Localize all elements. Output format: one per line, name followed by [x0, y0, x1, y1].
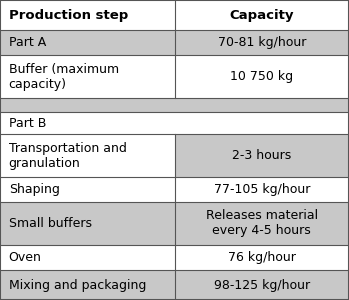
Bar [0, 55, 174, 98]
Text: 10 750 kg: 10 750 kg [230, 70, 293, 83]
Bar [174, 98, 349, 112]
Text: Buffer (maximum
capacity): Buffer (maximum capacity) [9, 63, 119, 91]
Bar [0, 98, 174, 112]
Text: Part B: Part B [9, 117, 46, 130]
Text: 70-81 kg/hour: 70-81 kg/hour [217, 36, 306, 49]
Text: Releases material
every 4-5 hours: Releases material every 4-5 hours [206, 209, 318, 237]
Text: Small buffers: Small buffers [9, 217, 92, 230]
Bar [174, 134, 349, 177]
Bar [174, 245, 349, 270]
Text: Production step: Production step [9, 8, 128, 22]
Text: Shaping: Shaping [9, 183, 60, 196]
Text: Mixing and packaging: Mixing and packaging [9, 278, 146, 292]
Bar [0, 270, 174, 300]
Text: Oven: Oven [9, 251, 42, 264]
Bar [0, 134, 174, 177]
Bar [0, 112, 174, 134]
Text: Capacity: Capacity [230, 8, 294, 22]
Text: Part A: Part A [9, 36, 46, 49]
Bar [0, 30, 174, 55]
Bar [0, 0, 174, 30]
Bar [174, 202, 349, 245]
Bar [0, 245, 174, 270]
Bar [174, 112, 349, 134]
Bar [0, 202, 174, 245]
Text: 77-105 kg/hour: 77-105 kg/hour [214, 183, 310, 196]
Bar [0, 177, 174, 202]
Text: 98-125 kg/hour: 98-125 kg/hour [214, 278, 310, 292]
Bar [174, 177, 349, 202]
Text: 2-3 hours: 2-3 hours [232, 149, 291, 162]
Bar [174, 0, 349, 30]
Bar [174, 270, 349, 300]
Text: Transportation and
granulation: Transportation and granulation [9, 142, 127, 170]
Bar [174, 30, 349, 55]
Bar [174, 55, 349, 98]
Text: 76 kg/hour: 76 kg/hour [228, 251, 296, 264]
